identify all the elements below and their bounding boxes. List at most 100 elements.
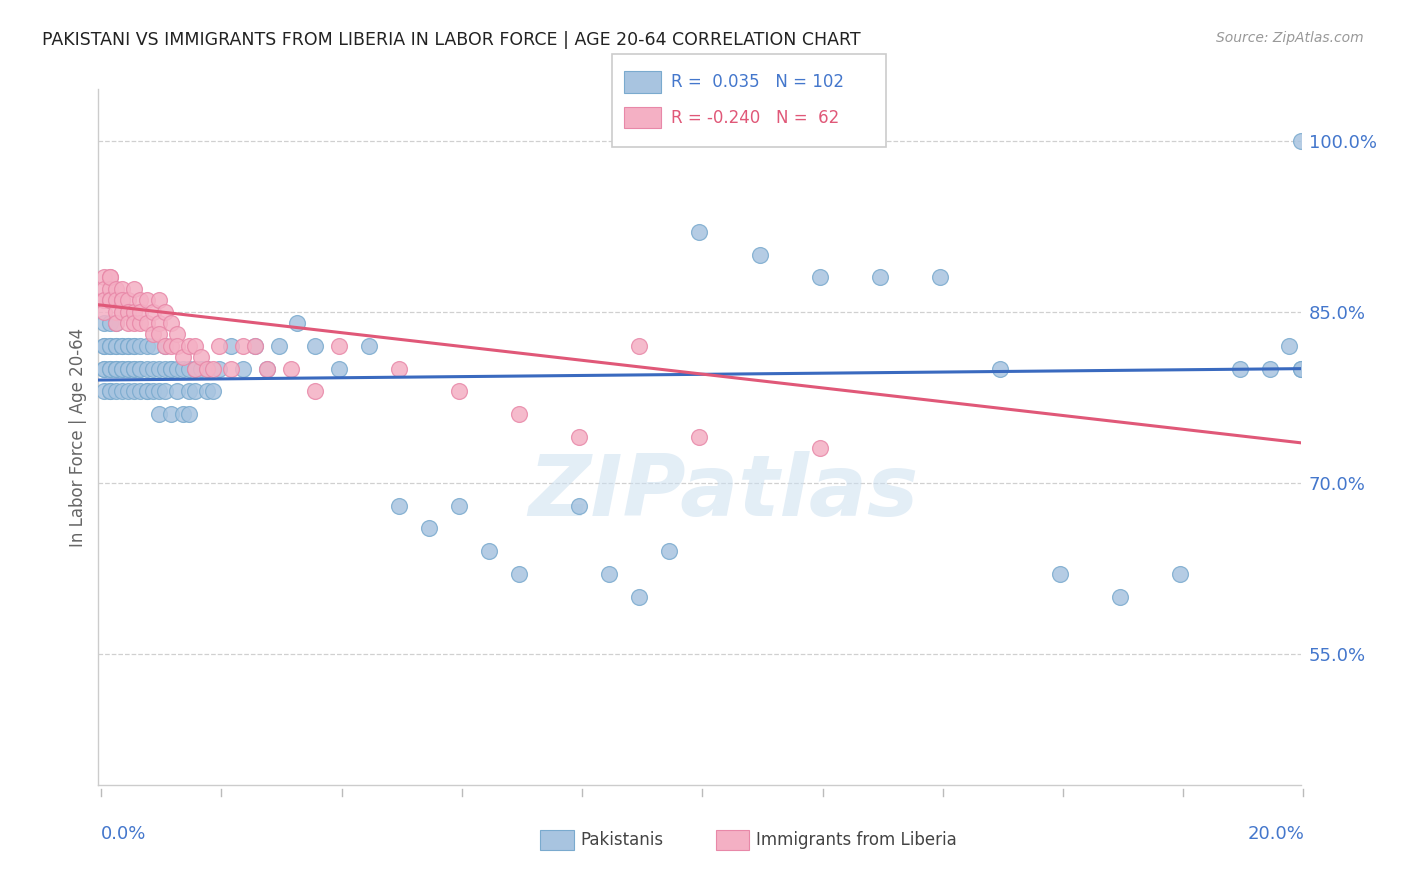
Point: [141, 304, 163, 318]
Point: [117, 293, 139, 308]
Point: [195, 384, 218, 399]
Point: [135, 316, 157, 330]
Point: [1049, 566, 1071, 581]
Point: [117, 316, 139, 330]
Point: [100, 339, 122, 353]
Point: [808, 270, 831, 285]
Point: [688, 430, 710, 444]
Point: [105, 361, 128, 376]
Point: [166, 361, 188, 376]
Text: 0.0%: 0.0%: [101, 825, 146, 843]
Point: [93, 316, 115, 330]
Point: [148, 316, 170, 330]
Point: [183, 361, 205, 376]
Point: [304, 384, 326, 399]
Point: [111, 361, 134, 376]
Point: [166, 384, 188, 399]
Text: PAKISTANI VS IMMIGRANTS FROM LIBERIA IN LABOR FORCE | AGE 20-64 CORRELATION CHAR: PAKISTANI VS IMMIGRANTS FROM LIBERIA IN …: [42, 31, 860, 49]
Point: [100, 384, 122, 399]
Point: [808, 442, 831, 456]
Point: [124, 339, 146, 353]
Point: [166, 327, 188, 342]
Point: [100, 293, 122, 308]
Point: [328, 361, 350, 376]
Point: [285, 316, 308, 330]
Point: [219, 361, 242, 376]
Point: [929, 270, 952, 285]
Text: Immigrants from Liberia: Immigrants from Liberia: [756, 831, 957, 849]
Point: [100, 339, 122, 353]
Text: 20.0%: 20.0%: [1249, 825, 1305, 843]
Point: [172, 361, 194, 376]
Point: [208, 339, 231, 353]
Point: [153, 361, 176, 376]
Point: [93, 304, 115, 318]
Point: [1289, 361, 1312, 376]
Point: [129, 339, 152, 353]
Point: [243, 339, 266, 353]
Point: [111, 339, 134, 353]
Point: [135, 339, 157, 353]
Point: [153, 384, 176, 399]
Point: [748, 247, 770, 261]
Point: [105, 339, 128, 353]
Point: [141, 361, 163, 376]
Point: [100, 270, 122, 285]
Point: [256, 361, 278, 376]
Point: [688, 225, 710, 239]
Point: [148, 384, 170, 399]
Point: [159, 361, 181, 376]
Point: [568, 430, 591, 444]
Point: [1260, 361, 1282, 376]
Point: [124, 361, 146, 376]
Point: [135, 384, 157, 399]
Point: [100, 293, 122, 308]
Point: [388, 499, 411, 513]
Point: [869, 270, 891, 285]
Point: [148, 327, 170, 342]
Point: [93, 384, 115, 399]
Point: [111, 384, 134, 399]
Text: ZIPatlas: ZIPatlas: [529, 451, 918, 534]
Point: [124, 304, 146, 318]
Point: [93, 361, 115, 376]
Point: [232, 361, 254, 376]
Point: [111, 293, 134, 308]
Point: [148, 293, 170, 308]
Point: [129, 361, 152, 376]
Point: [105, 384, 128, 399]
Point: [111, 293, 134, 308]
Text: R = -0.240   N =  62: R = -0.240 N = 62: [671, 109, 839, 127]
Point: [1229, 361, 1251, 376]
Point: [111, 361, 134, 376]
Point: [195, 361, 218, 376]
Point: [129, 293, 152, 308]
Point: [129, 316, 152, 330]
Text: Pakistanis: Pakistanis: [581, 831, 664, 849]
Point: [418, 521, 440, 535]
Point: [568, 499, 591, 513]
Point: [328, 339, 350, 353]
Point: [93, 339, 115, 353]
Point: [256, 361, 278, 376]
Point: [111, 339, 134, 353]
Point: [105, 316, 128, 330]
Point: [129, 304, 152, 318]
Point: [159, 316, 181, 330]
Point: [201, 384, 224, 399]
Point: [105, 293, 128, 308]
Point: [100, 316, 122, 330]
Point: [183, 384, 205, 399]
Point: [508, 566, 530, 581]
Point: [988, 361, 1011, 376]
Point: [100, 361, 122, 376]
Point: [105, 316, 128, 330]
Point: [135, 361, 157, 376]
Point: [117, 339, 139, 353]
Point: [111, 304, 134, 318]
Point: [159, 339, 181, 353]
Point: [117, 361, 139, 376]
Point: [100, 282, 122, 296]
Point: [1170, 566, 1192, 581]
Point: [93, 293, 115, 308]
